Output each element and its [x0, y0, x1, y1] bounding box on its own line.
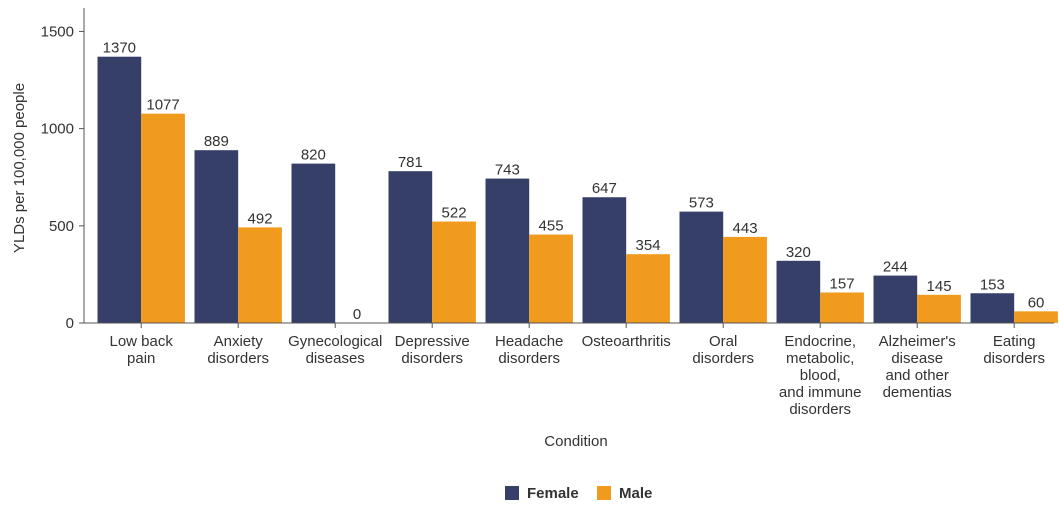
bar-female-8 — [873, 275, 918, 323]
category-label-2: Gynecological diseases — [288, 333, 382, 367]
value-labels-group: 1370 1077 889 492 820 0 781 522 743 455 647 354 573 4… — [103, 40, 1045, 323]
value-label-female-3: 781 — [398, 154, 423, 171]
legend: Female Male — [505, 485, 652, 502]
bar-male-0 — [141, 113, 185, 323]
bar-female-6 — [679, 211, 724, 323]
bar-female-1 — [194, 150, 239, 323]
category-label-1: Anxiety disorders — [207, 333, 269, 367]
category-label-0: Low back pain — [110, 333, 174, 367]
bar-female-2 — [291, 163, 336, 323]
x-axis: Low back pain Anxiety disorders Gynecologica… — [84, 322, 1054, 418]
value-label-male-1: 492 — [248, 210, 273, 227]
value-label-male-7: 157 — [830, 275, 855, 292]
value-label-male-5: 354 — [636, 237, 661, 254]
value-label-male-3: 522 — [442, 205, 467, 222]
category-label-7: Endocrine, metabolic, blood, and immune diso… — [779, 333, 862, 418]
legend-swatch-female — [505, 486, 519, 500]
bar-female-3 — [388, 171, 433, 323]
value-label-male-9: 60 — [1028, 294, 1045, 311]
bar-male-9 — [1014, 311, 1058, 323]
value-label-male-8: 145 — [927, 278, 952, 295]
bar-female-5 — [582, 197, 627, 323]
bar-male-4 — [529, 234, 573, 323]
y-tick-label-500: 500 — [49, 218, 74, 235]
y-axis: 0 500 1000 1500 — [41, 8, 85, 332]
value-label-female-5: 647 — [592, 180, 617, 197]
category-label-5: Osteoarthritis — [582, 333, 671, 350]
category-label-6: Oral disorders — [692, 333, 754, 367]
bar-male-8 — [917, 294, 961, 323]
bar-female-4 — [485, 178, 530, 323]
bar-male-3 — [432, 221, 476, 323]
legend-label-male: Male — [619, 485, 652, 502]
legend-swatch-male — [597, 486, 611, 500]
y-tick-label-1500: 1500 — [41, 23, 74, 40]
value-label-female-1: 889 — [204, 133, 229, 150]
legend-label-female: Female — [527, 485, 579, 502]
category-label-9: Eating disorders — [983, 333, 1045, 367]
value-label-male-2: 0 — [353, 306, 361, 323]
y-tick-label-0: 0 — [66, 315, 74, 332]
bars-group — [97, 56, 1058, 324]
bar-male-1 — [238, 227, 282, 323]
category-label-4: Headache disorders — [495, 333, 563, 367]
value-label-female-9: 153 — [980, 276, 1005, 293]
value-label-male-0: 1077 — [146, 97, 179, 114]
category-label-8: Alzheimer's disease and other dementias — [879, 333, 956, 401]
bar-male-5 — [626, 254, 670, 323]
value-label-female-4: 743 — [495, 162, 520, 179]
value-label-male-4: 455 — [539, 218, 564, 235]
value-label-female-0: 1370 — [103, 40, 136, 57]
value-label-female-2: 820 — [301, 147, 326, 164]
x-axis-title: Condition — [544, 433, 607, 450]
y-axis-title: YLDs per 100,000 people — [11, 83, 28, 253]
bar-female-7 — [776, 260, 821, 323]
value-label-female-8: 244 — [883, 259, 908, 276]
bar-female-9 — [970, 293, 1015, 323]
value-label-female-6: 573 — [689, 195, 714, 212]
bar-male-6 — [723, 236, 767, 323]
value-label-female-7: 320 — [786, 244, 811, 261]
y-tick-label-1000: 1000 — [41, 121, 74, 138]
value-label-male-6: 443 — [733, 220, 758, 237]
bar-female-0 — [97, 56, 142, 324]
category-label-3: Depressive disorders — [395, 333, 470, 367]
bar-male-7 — [820, 292, 864, 323]
